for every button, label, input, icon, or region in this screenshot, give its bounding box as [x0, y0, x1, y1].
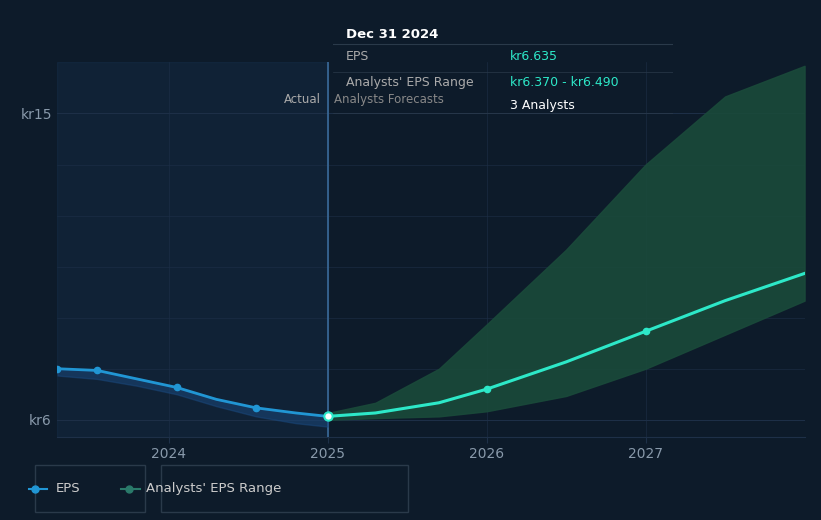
Text: Analysts' EPS Range: Analysts' EPS Range [146, 483, 281, 495]
FancyBboxPatch shape [161, 465, 408, 512]
FancyBboxPatch shape [35, 465, 144, 512]
Text: EPS: EPS [56, 483, 80, 495]
Text: Analysts Forecasts: Analysts Forecasts [334, 93, 444, 106]
Text: kr6.370 - kr6.490: kr6.370 - kr6.490 [510, 76, 618, 89]
Bar [57, 62, 328, 437]
Text: EPS: EPS [346, 50, 369, 63]
Text: 3 Analysts: 3 Analysts [510, 99, 575, 112]
Text: kr6.635: kr6.635 [510, 50, 557, 63]
Text: Actual: Actual [284, 93, 321, 106]
Text: Dec 31 2024: Dec 31 2024 [346, 28, 438, 41]
Text: Analysts' EPS Range: Analysts' EPS Range [346, 76, 474, 89]
